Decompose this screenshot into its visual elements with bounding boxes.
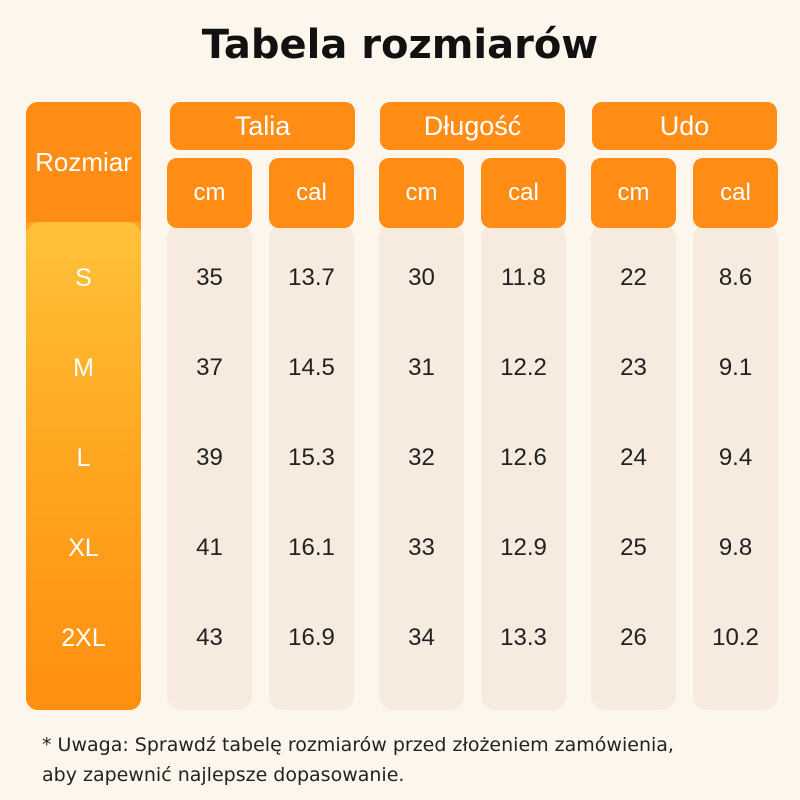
table-cell: 8.6 <box>718 264 753 291</box>
table-cell: 9.8 <box>718 534 753 561</box>
value-column <box>167 224 252 710</box>
table-cell: 23 <box>620 354 647 381</box>
group-header-dlugosc: Długość <box>380 102 565 150</box>
note-line: aby zapewnić najlepsze dopasowanie. <box>42 764 405 786</box>
unit-header: cm <box>591 158 676 228</box>
value-column <box>481 224 566 710</box>
table-cell: 12.6 <box>500 444 547 471</box>
table-cell: 33 <box>408 534 435 561</box>
value-column <box>379 224 464 710</box>
table-cell: 11.8 <box>501 264 546 291</box>
unit-header: cm <box>379 158 464 228</box>
table-cell: 37 <box>196 354 223 381</box>
size-label: XL <box>68 533 99 562</box>
table-cell: 16.9 <box>288 624 335 651</box>
table-cell: 35 <box>196 264 223 291</box>
table-cell: 32 <box>408 444 435 471</box>
table-cell: 41 <box>196 534 223 561</box>
value-column <box>693 224 778 710</box>
table-cell: 9.4 <box>718 444 753 471</box>
table-cell: 13.7 <box>288 264 335 291</box>
page-title: Tabela rozmiarów <box>201 22 599 68</box>
table-cell: 26 <box>620 624 647 651</box>
size-label: 2XL <box>61 623 106 652</box>
unit-header: cal <box>481 158 566 228</box>
table-cell: 13.3 <box>500 624 547 651</box>
table-cell: 24 <box>620 444 647 471</box>
table-cell: 10.2 <box>712 624 759 651</box>
size-label: M <box>73 353 94 382</box>
table-cell: 43 <box>196 624 223 651</box>
size-label: L <box>76 443 91 472</box>
table-cell: 16.1 <box>288 534 335 561</box>
table-cell: 15.3 <box>288 444 335 471</box>
table-cell: 12.2 <box>500 354 547 381</box>
table-cell: 30 <box>408 264 435 291</box>
size-column-body <box>26 222 141 710</box>
table-cell: 14.5 <box>288 354 335 381</box>
unit-header: cal <box>269 158 354 228</box>
note-line: * Uwaga: Sprawdź tabelę rozmiarów przed … <box>42 734 674 756</box>
size-column: Rozmiar <box>26 102 141 710</box>
table-cell: 25 <box>620 534 647 561</box>
table-cell: 22 <box>620 264 647 291</box>
table-cell: 9.1 <box>718 354 753 381</box>
table-cell: 31 <box>408 354 435 381</box>
size-note: * Uwaga: Sprawdź tabelę rozmiarów przed … <box>42 730 782 790</box>
value-column <box>591 224 676 710</box>
table-cell: 12.9 <box>500 534 547 561</box>
table-cell: 39 <box>196 444 223 471</box>
unit-header: cm <box>167 158 252 228</box>
group-header-udo: Udo <box>592 102 777 150</box>
group-header-talia: Talia <box>170 102 355 150</box>
size-header: Rozmiar <box>26 102 141 222</box>
unit-header: cal <box>693 158 778 228</box>
value-column <box>269 224 354 710</box>
size-label: S <box>75 263 92 292</box>
table-cell: 34 <box>408 624 435 651</box>
